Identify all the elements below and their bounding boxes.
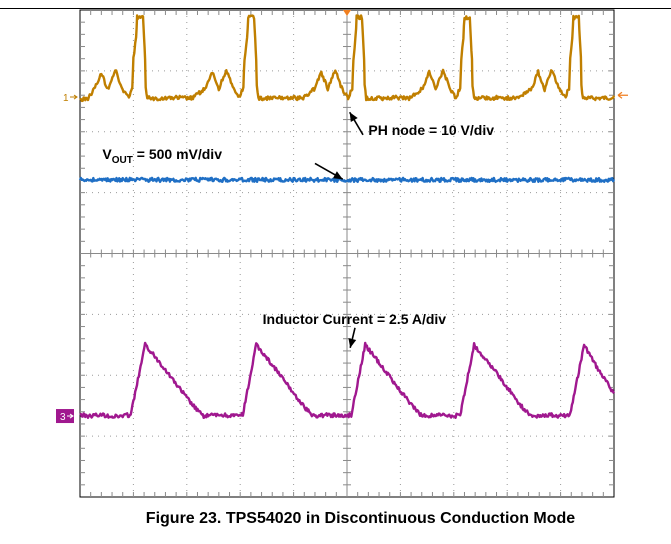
channel-marker-arrow: [70, 94, 78, 100]
channel-marker-arrow: [67, 413, 74, 419]
waveform-ph: [79, 14, 616, 103]
channel-marker-label: 3: [60, 412, 66, 423]
waveform-vout: [78, 176, 616, 183]
annotation-arrowhead-ph: [349, 112, 358, 123]
channel-marker-box: [56, 409, 74, 424]
annotation-label-vout: VOUT = 500 mV/div: [102, 146, 222, 166]
annotation-arrowhead-il: [348, 338, 357, 348]
annotation-label-il: Inductor Current = 2.5 A/div: [263, 311, 447, 327]
figure-caption-text: Figure 23. TPS54020 in Discontinuous Con…: [145, 510, 576, 527]
trigger-level-marker: [617, 91, 628, 99]
page-top-rule: [0, 8, 671, 9]
figure-caption: Figure 23. TPS54020 in Discontinuous Con…: [0, 510, 671, 528]
annotation-arrowhead-vout: [332, 171, 343, 180]
waveform-il: [79, 341, 616, 419]
channel-marker-label: 1: [63, 93, 69, 104]
trigger-position-marker: [343, 10, 351, 16]
annotation-label-ph: PH node = 10 V/div: [368, 122, 494, 138]
